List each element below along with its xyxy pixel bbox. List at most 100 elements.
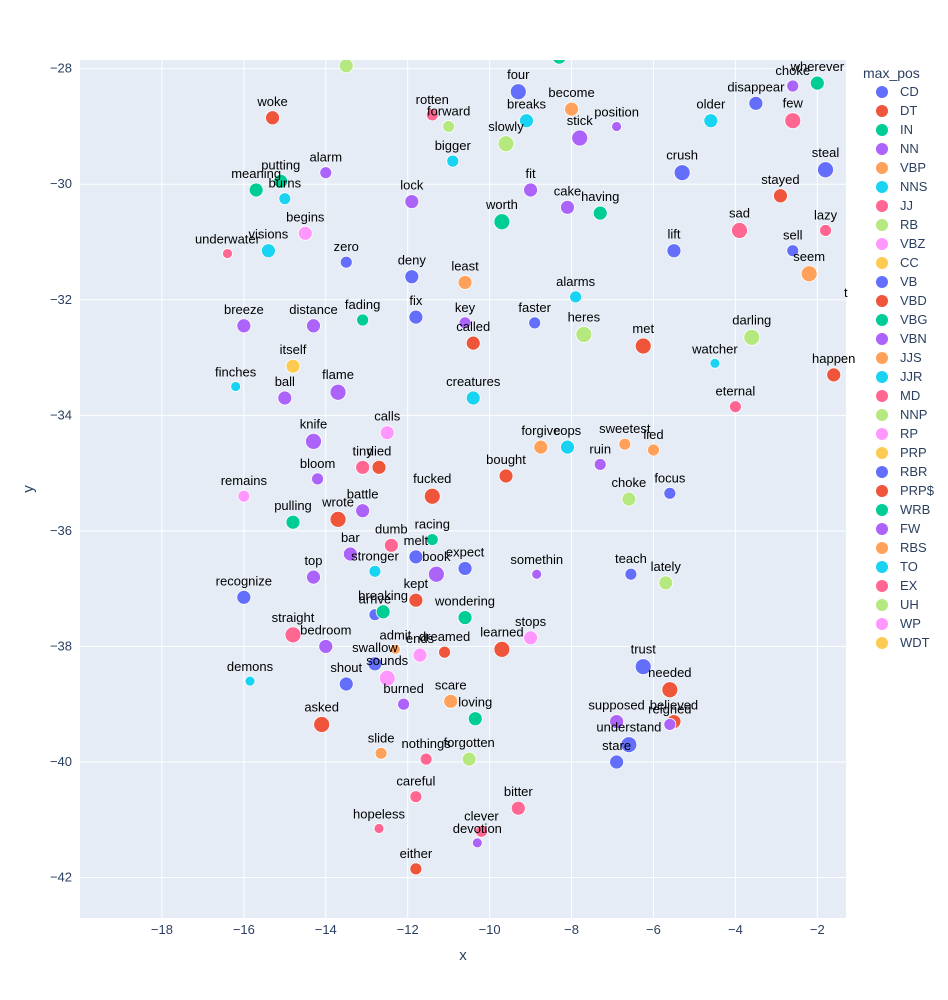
data-point[interactable] xyxy=(531,568,543,580)
data-point[interactable] xyxy=(311,472,324,486)
data-point[interactable] xyxy=(273,173,289,189)
data-point[interactable] xyxy=(329,510,347,528)
data-point[interactable] xyxy=(222,248,233,259)
data-point[interactable] xyxy=(248,182,264,198)
data-point[interactable] xyxy=(658,575,674,591)
data-point[interactable] xyxy=(409,862,423,876)
data-point[interactable] xyxy=(457,561,473,576)
data-point[interactable] xyxy=(244,675,256,687)
data-point[interactable] xyxy=(560,199,575,215)
legend-item[interactable]: VBN xyxy=(876,331,927,346)
data-point[interactable] xyxy=(634,337,652,355)
legend-item[interactable]: NN xyxy=(876,141,919,156)
legend-item[interactable]: EX xyxy=(876,578,918,593)
legend-item[interactable]: IN xyxy=(876,122,913,137)
data-point[interactable] xyxy=(236,589,252,605)
data-point[interactable] xyxy=(408,592,424,608)
data-point[interactable] xyxy=(493,213,511,231)
data-point[interactable] xyxy=(575,326,593,343)
data-point[interactable] xyxy=(278,192,292,206)
data-point[interactable] xyxy=(237,489,251,503)
data-point[interactable] xyxy=(339,255,353,269)
data-point[interactable] xyxy=(786,244,800,258)
legend-item[interactable]: RB xyxy=(876,217,918,232)
data-point[interactable] xyxy=(342,546,358,562)
legend-item[interactable]: VB xyxy=(876,274,917,289)
data-point[interactable] xyxy=(368,564,382,578)
data-point[interactable] xyxy=(446,154,460,168)
data-point[interactable] xyxy=(523,630,538,646)
data-point[interactable] xyxy=(461,751,477,767)
data-point[interactable] xyxy=(355,459,371,475)
data-point[interactable] xyxy=(661,681,679,699)
data-point[interactable] xyxy=(498,468,514,484)
data-point[interactable] xyxy=(621,491,637,507)
data-point[interactable] xyxy=(412,647,428,663)
data-point[interactable] xyxy=(378,669,396,687)
data-point[interactable] xyxy=(404,194,420,209)
data-point[interactable] xyxy=(313,716,331,733)
data-point[interactable] xyxy=(230,381,242,392)
data-point[interactable] xyxy=(663,486,677,500)
data-point[interactable] xyxy=(800,265,818,283)
data-point[interactable] xyxy=(397,697,411,711)
data-point[interactable] xyxy=(425,108,439,122)
data-point[interactable] xyxy=(356,313,370,327)
data-point[interactable] xyxy=(748,95,764,111)
data-point[interactable] xyxy=(355,503,371,519)
data-point[interactable] xyxy=(618,437,632,451)
data-point[interactable] xyxy=(703,113,719,129)
legend-item[interactable]: WRB xyxy=(876,502,930,517)
data-point[interactable] xyxy=(465,390,481,406)
data-point[interactable] xyxy=(443,693,459,709)
data-point[interactable] xyxy=(634,658,652,676)
data-point[interactable] xyxy=(306,318,321,334)
legend-item[interactable]: JJR xyxy=(876,369,922,384)
data-point[interactable] xyxy=(571,129,589,147)
data-point[interactable] xyxy=(265,110,280,126)
legend-item[interactable]: MD xyxy=(876,388,920,403)
data-point[interactable] xyxy=(375,604,391,620)
data-point[interactable] xyxy=(673,164,691,182)
data-point[interactable] xyxy=(620,736,638,754)
data-point[interactable] xyxy=(305,432,322,450)
legend-item[interactable]: DT xyxy=(876,103,917,118)
data-point[interactable] xyxy=(285,514,301,530)
data-point[interactable] xyxy=(819,224,832,237)
data-point[interactable] xyxy=(611,121,623,132)
data-point[interactable] xyxy=(519,113,534,129)
legend-item[interactable]: VBZ xyxy=(876,236,925,251)
data-point[interactable] xyxy=(277,390,293,406)
data-point[interactable] xyxy=(374,746,388,760)
data-point[interactable] xyxy=(467,711,483,727)
data-point[interactable] xyxy=(383,537,399,553)
legend-item[interactable]: CC xyxy=(876,255,919,270)
data-point[interactable] xyxy=(285,358,301,374)
legend-item[interactable]: TO xyxy=(876,559,918,574)
legend-item[interactable]: VBP xyxy=(876,160,926,175)
data-point[interactable] xyxy=(731,222,748,239)
data-point[interactable] xyxy=(419,752,433,766)
data-point[interactable] xyxy=(564,101,579,117)
legend-item[interactable]: FW xyxy=(876,521,921,536)
data-point[interactable] xyxy=(552,50,567,65)
data-point[interactable] xyxy=(458,316,472,330)
data-point[interactable] xyxy=(786,79,800,93)
data-point[interactable] xyxy=(423,487,441,505)
legend-item[interactable]: JJS xyxy=(876,350,922,365)
legend-item[interactable]: VBD xyxy=(876,293,927,308)
data-point[interactable] xyxy=(390,643,401,655)
data-point[interactable] xyxy=(319,166,333,180)
data-point[interactable] xyxy=(306,569,321,585)
data-point[interactable] xyxy=(560,439,575,455)
legend-item[interactable]: NNS xyxy=(876,179,928,194)
data-point[interactable] xyxy=(367,656,383,672)
legend[interactable]: max_pos CD DT IN NN VBP NNS JJ RB VBZ CC VB VBD VBG V… xyxy=(863,65,935,650)
data-point[interactable] xyxy=(493,640,511,658)
data-point[interactable] xyxy=(284,626,302,644)
data-point[interactable] xyxy=(442,120,456,133)
legend-item[interactable]: JJ xyxy=(876,198,913,213)
data-point[interactable] xyxy=(373,823,385,834)
data-point[interactable] xyxy=(425,533,439,546)
data-point[interactable] xyxy=(379,425,395,441)
